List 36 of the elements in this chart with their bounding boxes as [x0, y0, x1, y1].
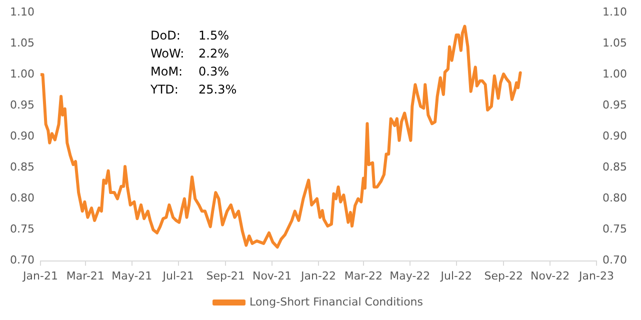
y-tick-label: 0.90: [10, 130, 34, 143]
y2-tick-label: 1.10: [602, 5, 628, 18]
x-tick-label: Mar-21: [66, 269, 104, 282]
x-tick-label: May-22: [390, 269, 430, 282]
y2-tick-label: 0.95: [602, 98, 628, 112]
y2-tick-label: 1.05: [602, 36, 628, 50]
annotation: WoW: 2.2%: [150, 46, 229, 61]
y2-tick-label: 0.90: [602, 130, 628, 143]
y-tick-label: 0.70: [10, 254, 34, 267]
x-tick-label: May-21: [112, 269, 152, 282]
y2-tick-label: 0.70: [602, 254, 628, 267]
y-tick-label: 0.85: [10, 160, 34, 174]
y-tick-label: 0.80: [10, 192, 34, 205]
x-tick-label: Nov-21: [252, 269, 292, 282]
y-tick-label: 0.95: [10, 98, 34, 112]
x-tick-label: Jan-21: [22, 269, 58, 282]
y-tick-label: 1.00: [10, 68, 34, 81]
x-tick-label: Jan-23: [578, 269, 614, 282]
y-tick-label: 1.05: [10, 36, 34, 50]
y2-tick-label: 0.80: [602, 192, 628, 205]
y2-tick-label: 1.00: [602, 68, 628, 81]
x-tick-label: Sep-22: [484, 269, 523, 282]
x-tick-label: Jul-21: [162, 269, 194, 282]
text: DoD: 1.5%: [150, 28, 229, 43]
x-tick-label: Sep-21: [206, 269, 245, 282]
legend-label: Long-Short Financial Conditions: [250, 295, 424, 308]
x-tick-label: Jul-22: [440, 269, 472, 282]
y2-tick-label: 0.75: [602, 222, 628, 236]
text: MoM: 0.3%: [150, 64, 229, 79]
x-tick-label: Nov-22: [530, 269, 570, 282]
y-tick-label: 0.75: [10, 222, 34, 236]
x-tick-label: Mar-22: [344, 269, 382, 282]
text: YTD: 25.3%: [150, 82, 237, 97]
x-tick-label: Jan-22: [300, 269, 336, 282]
y-tick-label: 1.10: [10, 5, 34, 18]
y2-tick-label: 0.85: [602, 160, 628, 174]
